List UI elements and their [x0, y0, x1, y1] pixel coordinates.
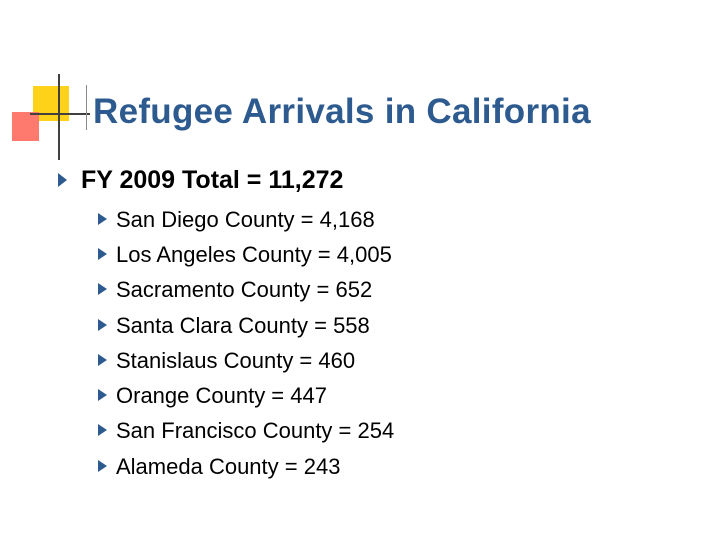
- county-list-item: Santa Clara County = 558: [98, 308, 394, 343]
- title-ornament-horizontal-line: [30, 113, 90, 115]
- slide-title: Refugee Arrivals in California: [93, 92, 591, 131]
- county-text: San Francisco County = 254: [116, 418, 395, 444]
- county-text: Sacramento County = 652: [116, 277, 373, 303]
- bullet-triangle-icon: [98, 212, 107, 225]
- county-text: Stanislaus County = 460: [116, 347, 356, 373]
- county-list-item: Los Angeles County = 4,005: [98, 237, 394, 272]
- county-text: San Diego County = 4,168: [116, 206, 375, 232]
- main-bullet-text: FY 2009 Total = 11,272: [81, 166, 344, 194]
- county-text: Orange County = 447: [116, 383, 327, 409]
- county-list-item: San Francisco County = 254: [98, 414, 394, 449]
- bullet-triangle-icon: [98, 424, 107, 437]
- county-list-item: San Diego County = 4,168: [98, 202, 394, 237]
- main-bullet: FY 2009 Total = 11,272: [58, 166, 343, 195]
- title-ornament-red-square: [12, 112, 39, 141]
- bullet-triangle-icon: [98, 353, 107, 366]
- bullet-triangle-icon: [58, 172, 67, 187]
- county-list-item: Stanislaus County = 460: [98, 343, 394, 378]
- county-text: Santa Clara County = 558: [116, 312, 370, 338]
- title-ornament-yellow-square: [33, 86, 69, 121]
- county-text: Alameda County = 243: [116, 453, 341, 479]
- county-list-item: Orange County = 447: [98, 378, 394, 413]
- bullet-triangle-icon: [98, 389, 107, 402]
- bullet-triangle-icon: [98, 318, 107, 331]
- bullet-triangle-icon: [98, 283, 107, 296]
- title-ornament-thin-line: [86, 85, 87, 130]
- county-list-item: Alameda County = 243: [98, 449, 394, 484]
- county-list-item: Sacramento County = 652: [98, 273, 394, 308]
- county-list: San Diego County = 4,168 Los Angeles Cou…: [98, 202, 394, 484]
- title-ornament-vertical-line: [58, 74, 60, 160]
- county-text: Los Angeles County = 4,005: [116, 241, 392, 267]
- bullet-triangle-icon: [98, 459, 107, 472]
- bullet-triangle-icon: [98, 247, 107, 260]
